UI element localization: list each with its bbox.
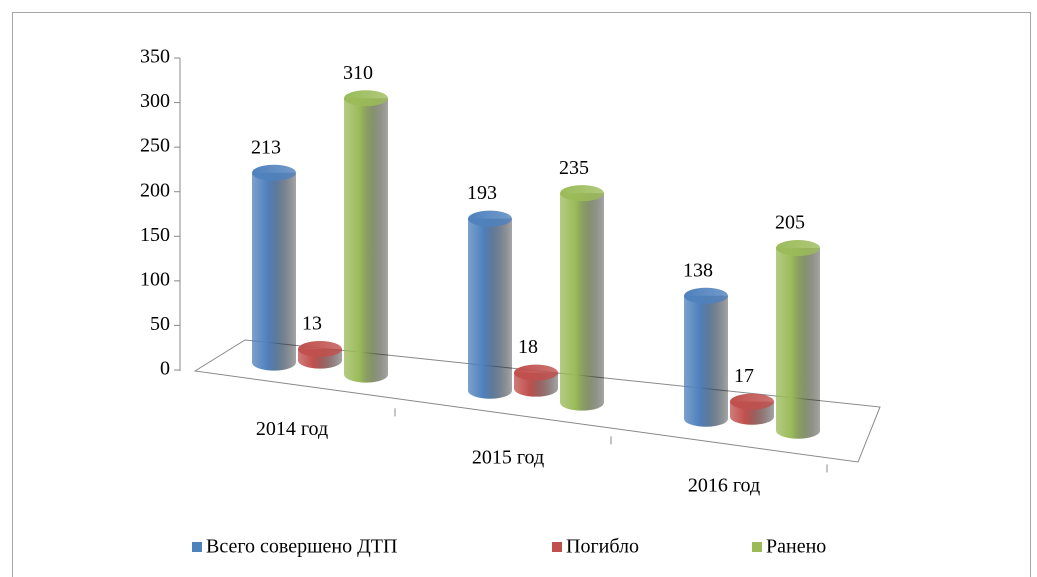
cylinder <box>684 295 728 427</box>
data-label: 235 <box>559 157 589 179</box>
data-label: 18 <box>518 336 538 358</box>
cylinder-top <box>514 364 558 381</box>
legend-swatch <box>192 542 202 552</box>
cylinder-top <box>468 210 512 227</box>
y-tick-label: 150 <box>140 224 170 246</box>
data-label: 205 <box>775 212 805 234</box>
cylinder <box>560 193 604 411</box>
legend-swatch <box>752 542 762 552</box>
y-tick-label: 0 <box>160 358 170 380</box>
data-label: 17 <box>734 365 754 387</box>
chart-frame <box>12 12 1031 577</box>
data-label: 193 <box>467 182 497 204</box>
x-tick-label: 2014 год <box>256 418 328 440</box>
cylinder <box>776 247 820 439</box>
cylinder <box>252 172 296 371</box>
y-tick-label: 50 <box>150 313 170 335</box>
floor <box>193 339 881 463</box>
x-tick-label: 2015 год <box>472 446 544 468</box>
data-label: 13 <box>302 313 322 335</box>
y-tick-label: 250 <box>140 135 170 157</box>
data-label: 213 <box>251 136 281 158</box>
cylinder <box>344 98 388 383</box>
cylinder-top <box>776 239 820 256</box>
cylinder-top <box>560 185 604 202</box>
legend-swatch <box>552 542 562 552</box>
cylinder <box>468 218 512 399</box>
x-tick-label: 2016 год <box>688 474 760 496</box>
cylinder-top <box>252 164 296 181</box>
y-tick-label: 300 <box>140 90 170 112</box>
cylinder-top <box>298 341 342 358</box>
cylinder-top <box>344 90 388 107</box>
y-tick-label: 200 <box>140 179 170 201</box>
y-tick-label: 100 <box>140 268 170 290</box>
legend-label: Ранено <box>766 536 826 558</box>
data-label: 138 <box>683 259 713 281</box>
data-label: 310 <box>343 62 373 84</box>
y-tick-label: 350 <box>140 46 170 68</box>
legend-label: Всего совершено ДТП <box>206 536 397 558</box>
legend-label: Погибло <box>566 536 639 558</box>
cylinder-top <box>730 393 774 410</box>
cylinder-top <box>684 287 728 304</box>
